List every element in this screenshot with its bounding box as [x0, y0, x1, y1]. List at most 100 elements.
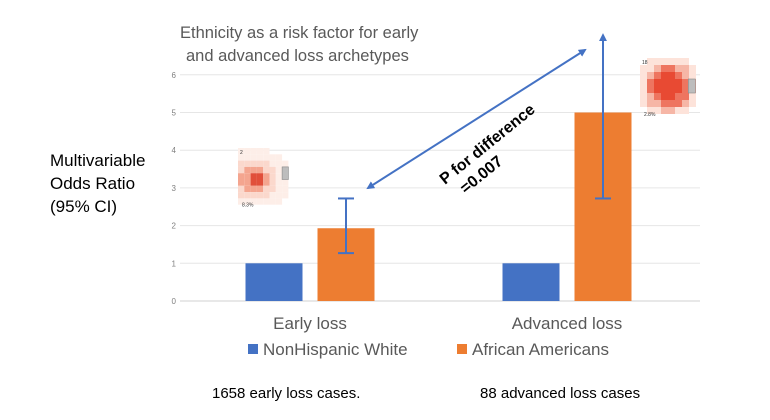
heatmap-early-loss-cell	[250, 148, 257, 155]
heatmap-early-loss-cell	[238, 173, 245, 180]
heatmap-advanced-loss-cell	[661, 93, 668, 100]
y-tick-6: 6	[172, 71, 177, 80]
heatmap-advanced-loss-cell	[675, 58, 682, 65]
heatmap-early-loss-cell	[263, 173, 270, 180]
heatmap-early-loss-cell	[269, 179, 276, 186]
y-axis-label-line-3: (95% CI)	[50, 197, 117, 216]
heatmap-advanced-loss-cell	[661, 79, 668, 86]
heatmap-early-loss-cell	[238, 166, 245, 174]
heatmap-advanced-loss-cell	[640, 72, 647, 79]
legend-label-nonhispanic-white: NonHispanic White	[263, 340, 408, 359]
heatmap-advanced-loss-cell	[654, 107, 661, 114]
heatmap-early-loss-cell	[269, 185, 276, 193]
heatmap-early-loss-cell	[256, 148, 264, 155]
heatmap-advanced-loss-cell	[647, 65, 654, 72]
category-label-advanced-loss: Advanced loss	[512, 314, 623, 333]
heatmap-early-loss-cell	[250, 179, 257, 186]
heatmap-advanced-loss-cell	[668, 58, 675, 65]
heatmap-early-loss-cell	[244, 185, 251, 193]
heatmap-advanced-loss-cell	[668, 86, 675, 93]
y-tick-2: 2	[172, 222, 177, 231]
heatmap-advanced-loss-cell	[689, 65, 696, 72]
heatmap-advanced-loss-cell	[682, 65, 689, 72]
heatmap-advanced-loss-cell	[654, 79, 661, 86]
heatmap-early-loss-cell	[256, 173, 264, 180]
heatmap-advanced-loss-cell	[654, 72, 661, 79]
heatmap-early-loss-cell	[269, 192, 276, 199]
heatmap-advanced-loss-cell	[661, 100, 668, 107]
heatmap-early-loss-cell	[275, 154, 283, 161]
chart-title-line-1: Ethnicity as a risk factor for early	[180, 24, 419, 42]
heatmap-early-loss-cell	[269, 154, 276, 161]
heatmap-early-loss-cell	[244, 192, 251, 199]
heatmap-advanced-loss-cell	[661, 107, 668, 114]
heatmap-early-loss-cell	[263, 179, 270, 186]
heatmap-early-loss-cell	[256, 179, 264, 186]
heatmap-advanced-loss-cell	[668, 93, 675, 100]
bar-nonhispanic-white-advanced-loss	[502, 263, 560, 301]
heatmap-early-loss: 2 8.3%	[238, 148, 289, 209]
heatmap-advanced-loss-cell	[668, 72, 675, 79]
heatmap-advanced-loss-cell	[654, 86, 661, 93]
heatmap-early-loss-cell	[256, 192, 264, 199]
heatmap-early-loss-cell	[244, 198, 251, 205]
heatmap-advanced-loss-cell	[675, 79, 682, 86]
heatmap-advanced-loss-cell	[647, 100, 654, 107]
heatmap-advanced-loss-cell	[661, 72, 668, 79]
heatmap-advanced-loss-cell	[654, 65, 661, 72]
heatmap-advanced-loss-cell	[675, 72, 682, 79]
heatmap-advanced-loss-cell	[668, 100, 675, 107]
heatmap-early-loss-cell	[275, 198, 283, 205]
heatmap-early-loss-cell	[269, 198, 276, 205]
heatmap-advanced-loss-cell	[682, 86, 689, 93]
heatmap-advanced-loss: 18 2.8%	[640, 58, 696, 118]
heatmap-early-loss-cell	[256, 198, 264, 205]
heatmap-early-loss-cell	[244, 179, 251, 186]
heatmap-early-loss-cell	[263, 154, 270, 161]
heatmap-advanced-loss-cell	[654, 100, 661, 107]
heatmap-advanced-loss-cell	[682, 72, 689, 79]
heatmap-advanced-loss-cell	[640, 93, 647, 100]
heatmap-early-loss-cell	[244, 166, 251, 174]
heatmap-early-loss-cell	[275, 185, 283, 193]
y-tick-3: 3	[172, 184, 177, 193]
heatmap-advanced-loss-cell	[668, 107, 675, 114]
heatmap-early-loss-cell	[282, 160, 289, 167]
p-difference-arrow	[366, 48, 587, 190]
heatmap-advanced-loss-cell	[654, 58, 661, 65]
heatmap-advanced-loss-cell	[675, 86, 682, 93]
heatmap-advanced-loss-cell	[647, 93, 654, 100]
heatmap-early-loss-cell	[238, 192, 245, 199]
heatmap-advanced-loss-cell	[675, 65, 682, 72]
heatmap-early-loss-cell	[238, 198, 245, 205]
heatmap-advanced-loss-cell	[682, 79, 689, 86]
heatmap-early-loss-cell	[244, 173, 251, 180]
heatmap-advanced-loss-cell	[654, 93, 661, 100]
heatmap-early-loss-cell	[238, 185, 245, 193]
heatmap-early-loss-cell	[269, 160, 276, 167]
heatmap-advanced-loss-cell	[647, 107, 654, 114]
heatmap-advanced-loss-cell	[682, 100, 689, 107]
heatmap-advanced-loss-cell	[661, 86, 668, 93]
heatmap-early-loss-cell	[282, 179, 289, 186]
heatmap-early-loss-cell	[250, 185, 257, 193]
heatmap-advanced-loss-cell	[640, 79, 647, 86]
heatmap-advanced-loss-cell	[647, 86, 654, 93]
heatmap-early-loss-cell	[238, 160, 245, 167]
heatmap-advanced-loss-cell	[668, 79, 675, 86]
heatmap-early-loss-cell	[250, 154, 257, 161]
heatmap-early-loss-cell	[263, 185, 270, 193]
heatmap-advanced-loss-cell	[682, 93, 689, 100]
y-tick-0: 0	[172, 297, 177, 306]
y-axis-label-line-1: Multivariable	[50, 151, 145, 170]
heatmap-early-loss-cell	[256, 166, 264, 174]
heatmap-early-loss-cell	[282, 192, 289, 199]
heatmap-early-loss-cell	[250, 198, 257, 205]
heatmap-early-loss-cell	[244, 154, 251, 161]
heatmap-early-loss-cell	[275, 173, 283, 180]
heatmap-advanced-loss-cell	[647, 79, 654, 86]
heatmap-advanced-loss-cell	[668, 65, 675, 72]
heatmap-advanced-loss-gray-marker	[687, 78, 696, 94]
heatmap-early-loss-cell	[256, 185, 264, 193]
